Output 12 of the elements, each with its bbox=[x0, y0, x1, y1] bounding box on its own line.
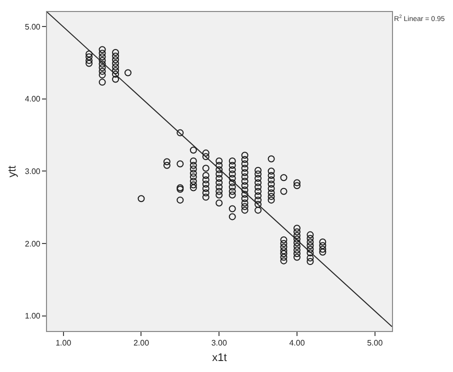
x-tick-label: 2.00 bbox=[133, 338, 150, 348]
y-tick-label: 4.00 bbox=[24, 94, 41, 104]
x-tick-label: 5.00 bbox=[367, 338, 384, 348]
y-tick-label: 3.00 bbox=[24, 166, 41, 176]
y-tick-label: 2.00 bbox=[24, 239, 41, 248]
y-tick-label: 1.00 bbox=[24, 312, 41, 321]
x-tick-label: 1.00 bbox=[56, 338, 72, 348]
y-axis-title: ytt bbox=[6, 166, 18, 178]
x-axis-title: x1t bbox=[212, 352, 227, 364]
x-tick-label: 4.00 bbox=[289, 338, 306, 348]
x-tick-label: 3.00 bbox=[211, 338, 228, 348]
y-tick-label: 5.00 bbox=[24, 22, 41, 32]
